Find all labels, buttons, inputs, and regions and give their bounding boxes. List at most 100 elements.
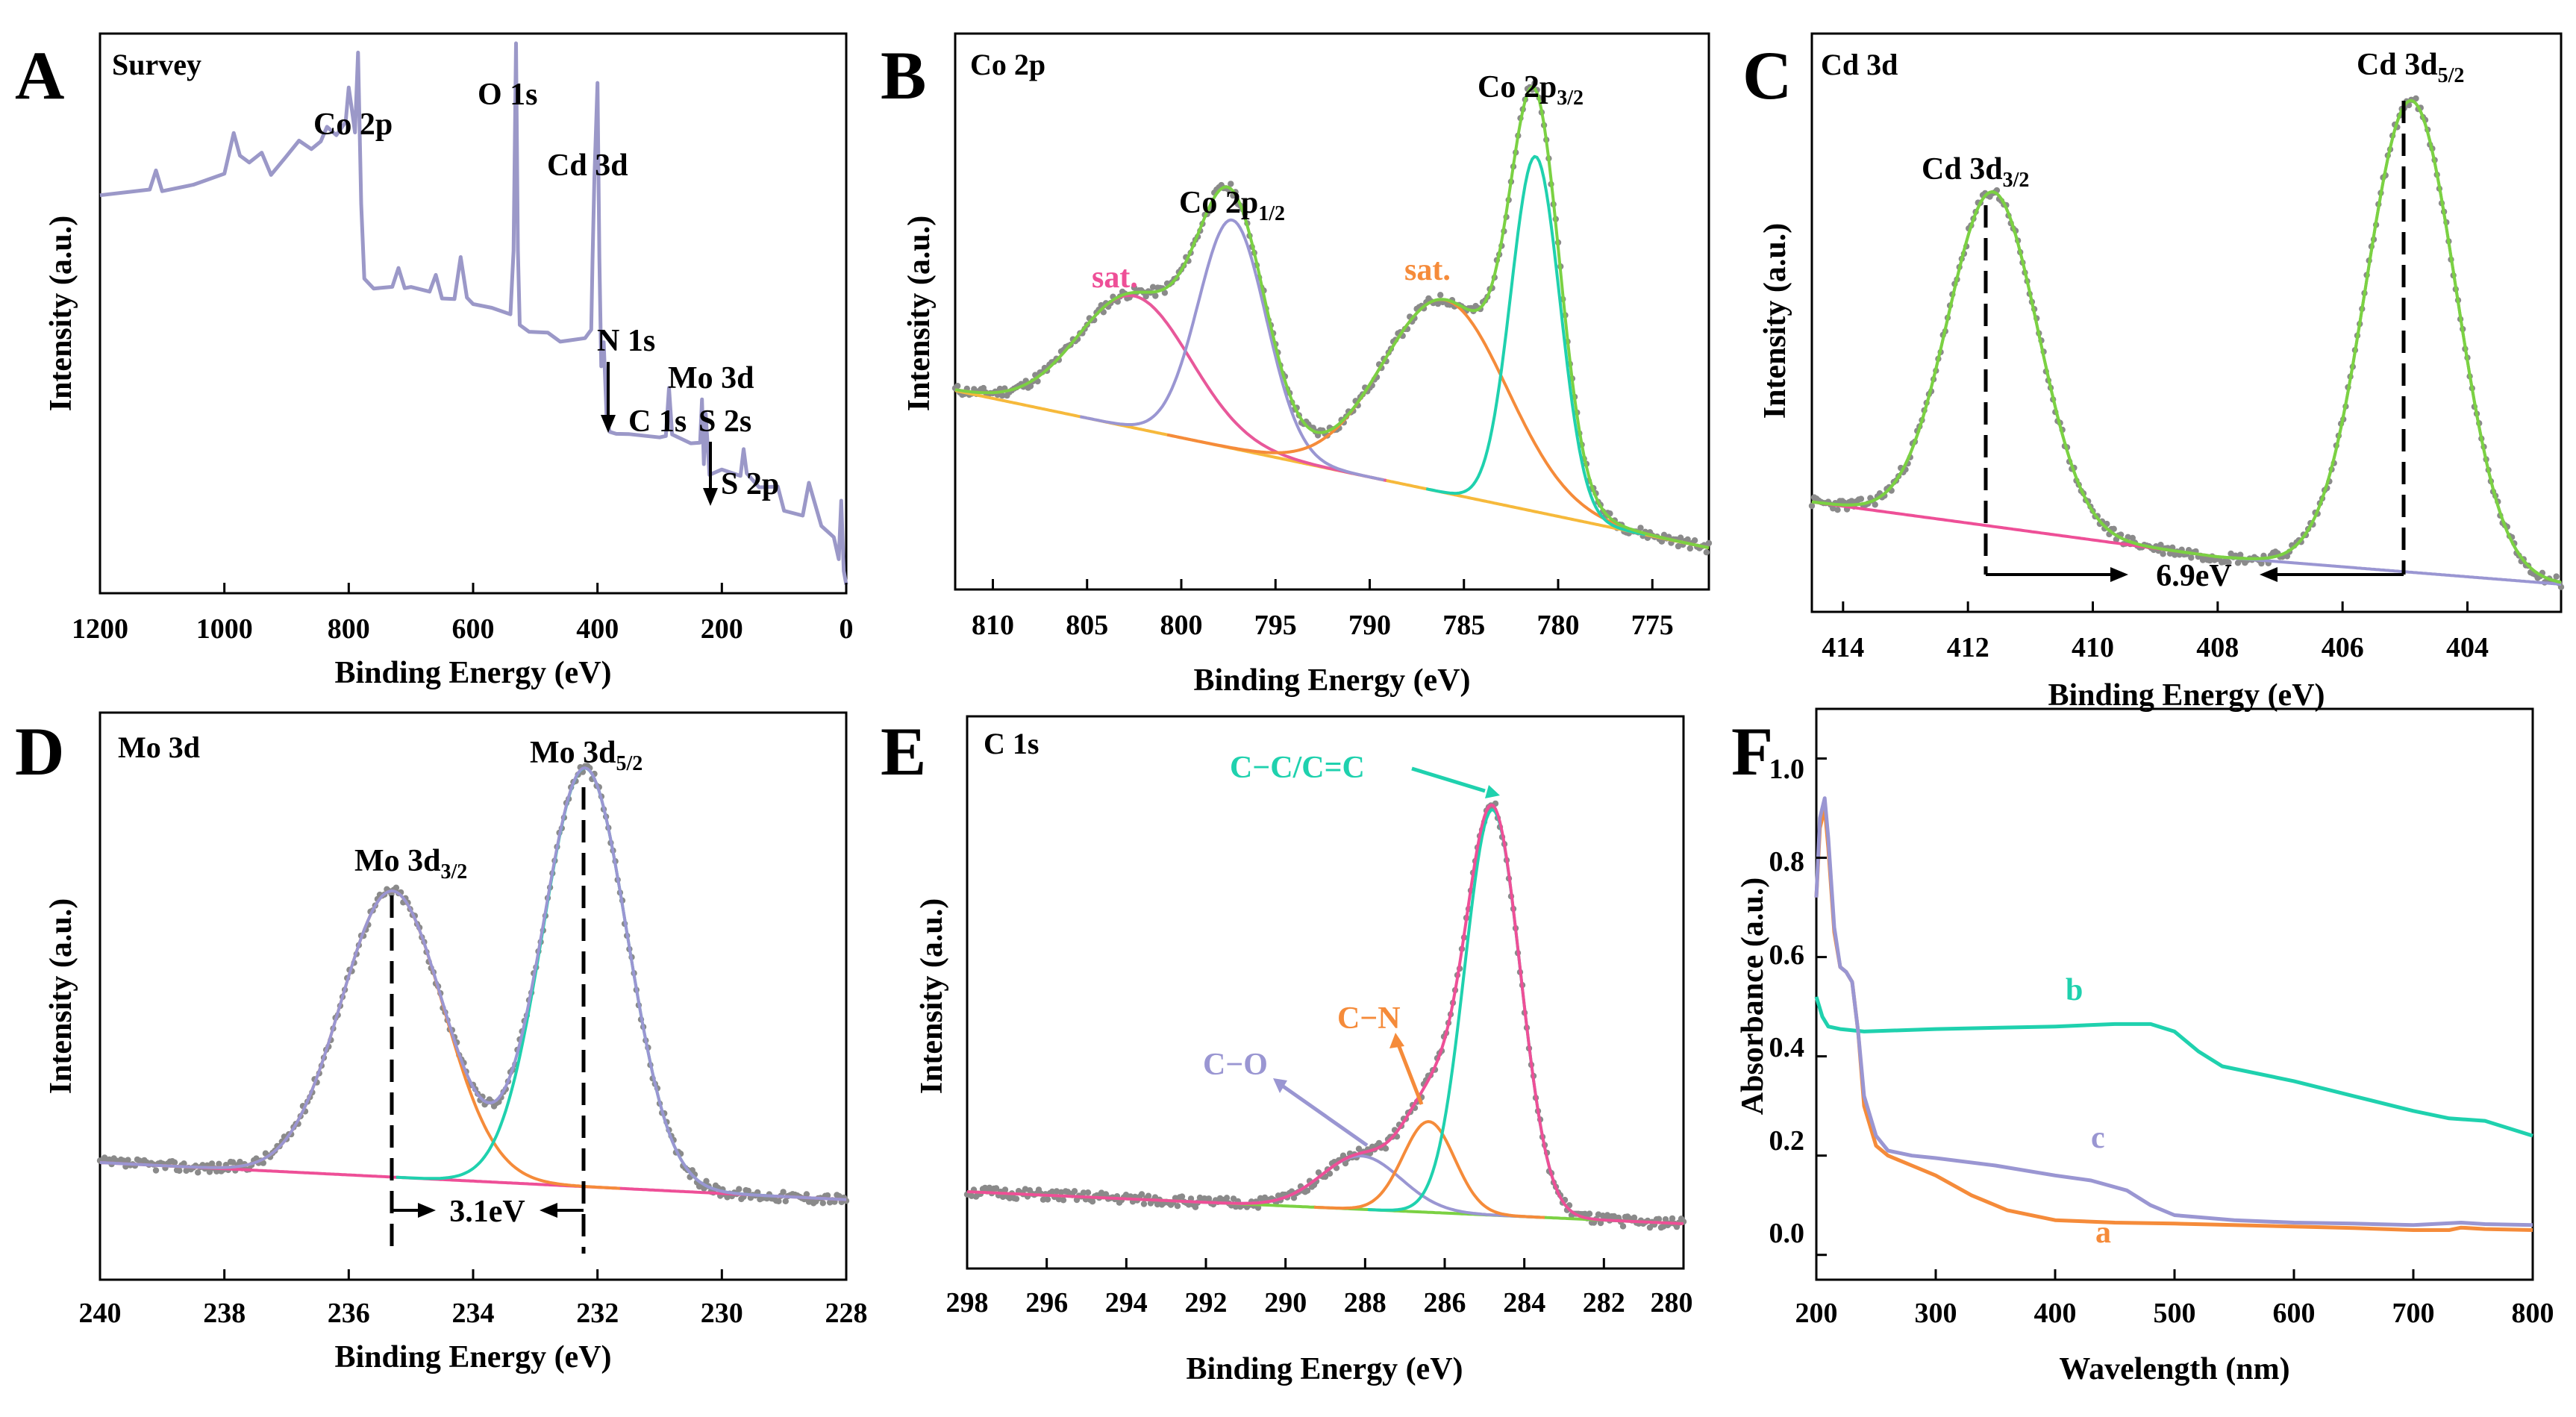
x-axis-label-e: Binding Energy (eV) [1186,1352,1463,1386]
fit-envelope-line [99,766,847,1201]
data-point [1060,1197,1067,1204]
x-tick-label: 406 [2322,632,2364,663]
panel-title-d: Mo 3d [118,731,200,764]
data-point [1138,1191,1145,1198]
peak-label-cd3d52: Cd 3d5/2 [2357,48,2464,87]
plot-area-b [951,80,1713,589]
x-axis-label-c: Binding Energy (eV) [2048,678,2325,713]
data-point [1531,80,1538,87]
data-point [954,383,961,390]
peak-label-cd3d32: Cd 3d3/2 [1922,152,2029,192]
data-point [237,1158,243,1166]
data-point [1662,1216,1669,1223]
plot-area-a [99,41,848,593]
data-point [2234,560,2242,566]
data-point [1304,1187,1311,1194]
peak-label-cc: C−C/C=C [1230,751,1365,785]
x-tick-label: 230 [701,1298,743,1329]
panel-label-e: E [881,713,926,789]
data-point [152,1167,160,1174]
y-tick-label: 0.0 [1769,1218,1805,1249]
peak-label-cn: C−N [1337,1001,1401,1036]
panel-label-a: A [15,37,64,113]
data-point [171,1159,178,1166]
series-label-b: b [2066,973,2083,1007]
data-point [1848,498,1855,504]
peak-label-cd3d: Cd 3d [547,148,628,183]
panel-e: E C 1s 298 296 294 292 290 288 286 284 2… [881,713,1693,1386]
data-point [1080,1189,1087,1196]
x-tick-label: 404 [2446,632,2489,663]
x-tick-label: 232 [576,1298,619,1329]
data-point [782,1198,790,1205]
data-point [1703,549,1710,556]
data-point [1040,1196,1047,1203]
y-tick-label: 0.4 [1769,1032,1805,1063]
x-tick-label: 810 [972,610,1014,641]
data-point [1675,542,1682,550]
x-tick-label: 290 [1264,1287,1307,1319]
panel-c: C Cd 3d 414 412 410 408 406 404 Binding … [1742,32,2565,713]
plot-frame-e [966,715,1685,1270]
data-point [1084,1189,1092,1196]
data-point [736,1186,743,1192]
data-point [176,1167,183,1174]
data-point [1669,1215,1676,1222]
plot-area-d [96,763,850,1280]
data-point [1808,502,1816,510]
x-tick-label: 296 [1025,1287,1068,1319]
data-point [1619,1223,1627,1230]
data-point [1161,290,1169,296]
data-point [1684,536,1691,543]
arrowhead-co [1273,1078,1287,1093]
data-point [393,884,400,891]
annotations-f: b c a [2066,973,2111,1250]
plot-frame-a [99,32,848,595]
x-axis-label-b: Binding Energy (eV) [1193,663,1470,698]
data-point [824,1192,831,1199]
data-point [125,1157,131,1163]
data-point [1677,534,1684,541]
panel-title-b: Co 2p [970,48,1045,81]
peak-label-co2p12: Co 2p1/2 [1179,186,1285,225]
x-ticks-a: 1200 1000 800 600 400 200 0 [72,613,854,645]
peak-label-mo3d: Mo 3d [668,361,754,395]
x-tick-label: 414 [1822,632,1864,663]
data-point [1152,293,1159,299]
x-tick-label: 775 [1631,610,1674,641]
data-point [260,1160,266,1166]
data-point [1646,1224,1654,1231]
panel-label-d: D [15,713,64,789]
data-point [1223,1195,1231,1201]
data-point [2225,559,2232,566]
data-point [1006,1195,1013,1202]
data-point [1027,383,1034,390]
x-tick-label: 400 [576,613,619,645]
plot-frame-b [954,32,1710,591]
data-point [803,1191,810,1198]
x-tick-label: 700 [2392,1298,2435,1329]
fit-envelope-line [954,85,1710,550]
x-axis-label-a: Binding Energy (eV) [334,656,611,690]
data-point [2160,551,2166,557]
x-tick-label: 288 [1344,1287,1387,1319]
data-point [195,1169,201,1176]
x-tick-label: 236 [328,1298,370,1329]
data-point [1326,1170,1334,1177]
data-point [1149,284,1157,290]
annotations-d: Mo 3d3/2 Mo 3d5/2 3.1eV [354,736,643,1254]
component-line-2 [1367,808,1617,1222]
y-tick-label: 0.8 [1769,846,1805,878]
data-point [1145,1192,1152,1199]
component-line-2 [1166,298,1710,550]
x-tick-label: 298 [946,1287,989,1319]
x-tick-label: 282 [1583,1287,1625,1319]
data-point [2157,542,2164,548]
plot-area-e [963,800,1687,1269]
data-point [208,1160,216,1167]
data-point [780,1189,787,1195]
x-tick-label: 790 [1348,610,1391,641]
y-axis-label-d: Intensity (a.u.) [44,898,78,1095]
plot-area-f [1814,757,2534,1280]
